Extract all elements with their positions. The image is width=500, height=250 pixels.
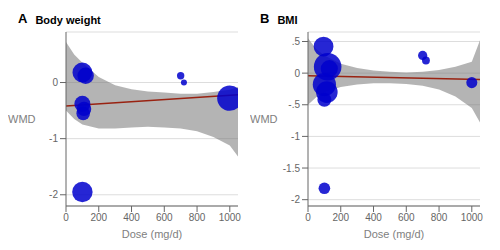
svg-text:400: 400 [123, 212, 140, 223]
svg-text:800: 800 [431, 212, 448, 223]
svg-text:1000: 1000 [461, 212, 484, 223]
html-text:A: A [18, 11, 28, 26]
svg-text:Dose (mg/d): Dose (mg/d) [122, 228, 183, 240]
svg-text:0: 0 [305, 212, 311, 223]
svg-text:200: 200 [332, 212, 349, 223]
html-text:Body weight: Body weight [35, 14, 101, 26]
svg-text:600: 600 [398, 212, 415, 223]
html-text:BMI: BMI [277, 14, 298, 26]
svg-text:-1: -1 [49, 133, 58, 144]
svg-text:0: 0 [63, 212, 69, 223]
svg-text:-.5: -.5 [288, 99, 300, 110]
svg-text:WMD: WMD [8, 113, 36, 125]
svg-text:800: 800 [189, 212, 206, 223]
svg-text:0: 0 [294, 68, 300, 79]
svg-text:0: 0 [52, 77, 58, 88]
svg-text:-1: -1 [291, 131, 300, 142]
svg-text:-2: -2 [291, 194, 300, 205]
svg-text:-1.5: -1.5 [283, 163, 301, 174]
html-text:B: B [260, 11, 270, 26]
svg-text:.5: .5 [292, 36, 301, 47]
svg-text:-2: -2 [49, 189, 58, 200]
svg-text:200: 200 [90, 212, 107, 223]
svg-text:Dose (mg/d): Dose (mg/d) [364, 228, 425, 240]
svg-text:600: 600 [156, 212, 173, 223]
svg-text:400: 400 [365, 212, 382, 223]
svg-text:1000: 1000 [219, 212, 242, 223]
svg-text:WMD: WMD [250, 113, 278, 125]
